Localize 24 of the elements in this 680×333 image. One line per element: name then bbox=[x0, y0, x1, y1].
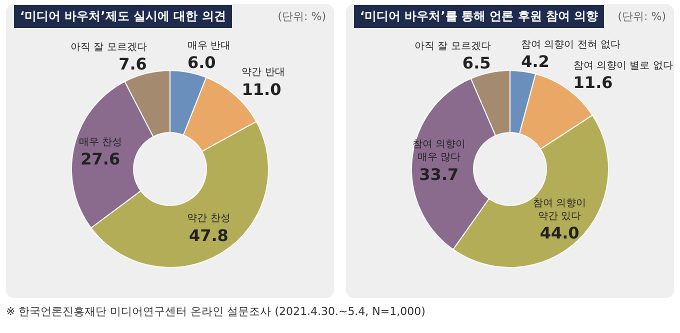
slice-label: 참여 의향이 약간 있다 bbox=[532, 198, 586, 222]
text: ※ 한국언론진흥재단 미디어연구센터 온라인 설문조사 (2021.4.30.~5.4, N=1,000) bbox=[6, 304, 426, 319]
slice-label: 참여 의향이 전혀 없다 bbox=[521, 40, 621, 51]
data-label: 47.8 bbox=[188, 226, 228, 245]
data-label: 7.6 bbox=[118, 54, 147, 74]
chart-title: ‘미디어 바우처’를 통해 언론 후원 참여 의향 bbox=[354, 4, 604, 28]
data-label: 44.0 bbox=[540, 224, 580, 243]
chart-subtitle: (단위: %) bbox=[618, 8, 666, 24]
slice-label: 매우 찬성 bbox=[78, 137, 122, 148]
data-label: 11.0 bbox=[242, 80, 282, 99]
data-label: 11.6 bbox=[573, 73, 613, 92]
slice-label: 아직 잘 모르겠다 bbox=[70, 42, 147, 53]
data-label: 4.2 bbox=[521, 52, 550, 72]
data-label: 6.5 bbox=[462, 54, 491, 73]
slice-label: 매우 반대 bbox=[187, 40, 231, 52]
slice-label: 약간 반대 bbox=[242, 67, 285, 78]
slice-label: 아직 잘 모르겠다 bbox=[414, 40, 491, 52]
data-label: 27.6 bbox=[80, 150, 120, 169]
chart-title: ‘미디어 바우처’제도 실시에 대한 의견 bbox=[14, 4, 232, 28]
slice-label: 참여 의향이 별로 없다 bbox=[573, 60, 673, 72]
slice-label: 약간 찬성 bbox=[187, 213, 230, 224]
chart-subtitle: (단위: %) bbox=[278, 8, 326, 24]
data-label: 6.0 bbox=[187, 53, 216, 72]
data-label: 33.7 bbox=[419, 164, 459, 184]
